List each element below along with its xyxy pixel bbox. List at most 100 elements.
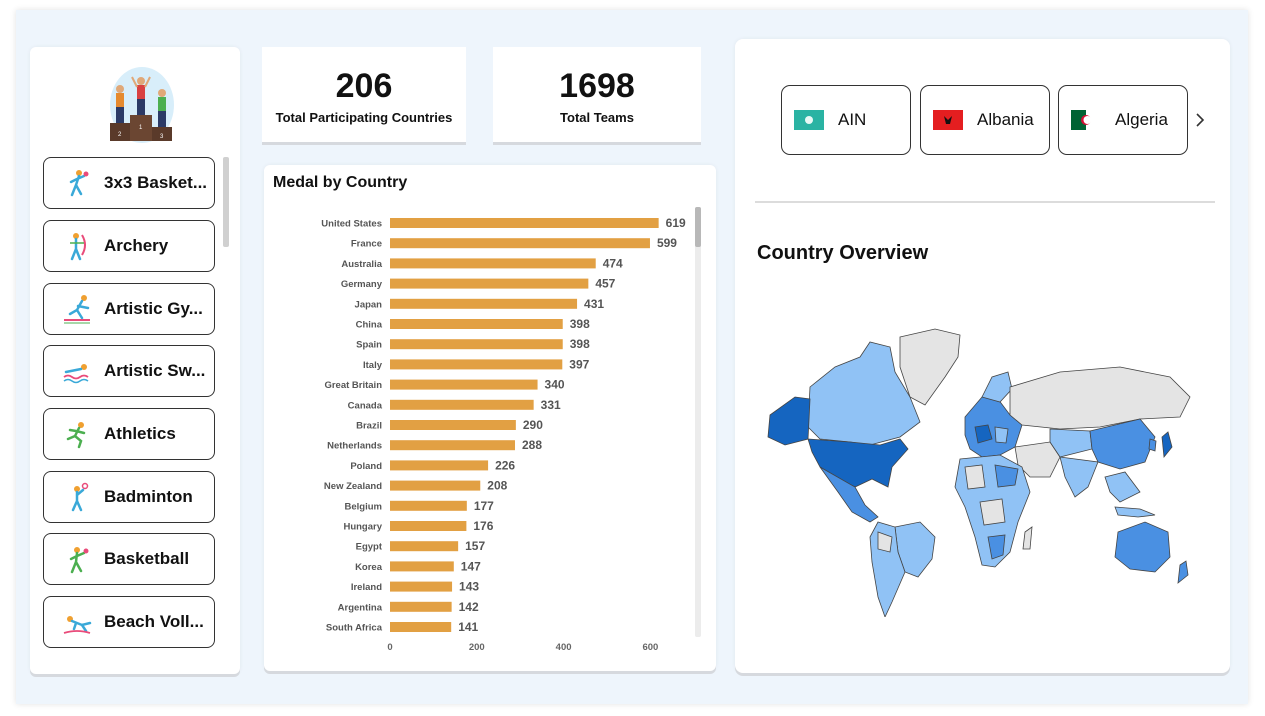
kpi-value: 206 [335, 67, 393, 105]
country-card-ain[interactable]: AIN [781, 85, 911, 155]
category-label: Poland [350, 461, 382, 472]
badminton-player-icon [71, 482, 89, 512]
value-label: 143 [459, 580, 479, 594]
value-label: 177 [474, 499, 494, 513]
country-name: AIN [838, 110, 867, 129]
category-label: Spain [356, 340, 382, 351]
category-label: Germany [341, 279, 383, 290]
country-overview-panel: AIN Albania Algeria Country Overview [735, 39, 1230, 673]
bar[interactable] [390, 480, 481, 491]
map-region-greenland [899, 328, 961, 406]
svg-text:2: 2 [118, 132, 122, 138]
svg-text:3: 3 [160, 134, 164, 140]
category-label: Australia [341, 259, 382, 270]
bar[interactable] [390, 561, 454, 572]
category-label: New Zealand [324, 481, 382, 492]
bar[interactable] [390, 581, 453, 592]
kpi-card-countries: 206 Total Participating Countries [262, 47, 466, 142]
sport-item-artistic-swimming[interactable]: Artistic Sw... [43, 345, 215, 397]
sport-item-badminton[interactable]: Badminton [43, 471, 215, 523]
map-region-canada [807, 341, 921, 446]
sport-item-beach-volleyball[interactable]: Beach Voll... [43, 596, 215, 648]
map-title: Country Overview [757, 242, 929, 264]
gymnast-icon [64, 295, 90, 324]
value-label: 290 [523, 418, 543, 432]
bar[interactable] [390, 622, 452, 632]
archer-icon [70, 233, 86, 261]
x-tick-label: 400 [556, 642, 572, 653]
bar[interactable] [390, 460, 489, 471]
runner-icon [66, 422, 86, 449]
map-region-mexico [819, 466, 879, 523]
value-label: 397 [569, 357, 589, 371]
sport-item-athletics[interactable]: Athletics [43, 408, 215, 460]
sport-label: Basketball [104, 549, 190, 568]
kpi-label: Total Participating Countries [275, 110, 453, 125]
category-label: South Africa [326, 623, 383, 634]
sport-item-archery[interactable]: Archery [43, 220, 215, 272]
value-label: 157 [465, 539, 485, 553]
bar[interactable] [390, 601, 452, 612]
medal-chart-panel: Medal by Country United States 619 France 5… [264, 165, 716, 671]
bar[interactable] [390, 258, 596, 269]
sport-label: Artistic Sw... [104, 361, 206, 380]
category-label: Great Britain [324, 380, 382, 391]
ain-flag-icon [794, 110, 824, 130]
bar[interactable] [390, 339, 563, 350]
medal-bar-chart: United States 619 France 599 Australia 474 Ger… [321, 216, 686, 653]
map-region-australia [1114, 521, 1171, 573]
bar[interactable] [390, 420, 516, 430]
sport-label: Archery [104, 236, 169, 255]
map-region-russia [1009, 366, 1191, 430]
bar[interactable] [390, 440, 515, 451]
country-name: Algeria [1115, 110, 1168, 129]
map-region-china [1089, 418, 1156, 470]
category-label: Ireland [351, 582, 382, 593]
sport-label: Beach Voll... [104, 612, 204, 631]
sport-list: 3x3 Basket... Archery Artistic Gy... Art… [43, 157, 219, 657]
category-label: Japan [355, 299, 383, 310]
chart-scroll-thumb[interactable] [695, 207, 701, 247]
algeria-flag-icon [1071, 110, 1101, 130]
value-label: 288 [522, 438, 542, 452]
value-label: 398 [570, 337, 590, 351]
bar[interactable] [390, 359, 563, 370]
bar[interactable] [390, 379, 538, 390]
chart-scroll-track[interactable] [695, 207, 701, 637]
sport-item-basketball[interactable]: Basketball [43, 533, 215, 585]
value-label: 457 [595, 277, 615, 291]
bar[interactable] [390, 298, 578, 309]
sport-slicer-panel: 2 1 3 3x3 Basket... Archery Artistic Gy.… [30, 47, 240, 674]
bar[interactable] [390, 238, 650, 249]
bar[interactable] [390, 319, 563, 329]
bar[interactable] [390, 399, 534, 410]
sport-item-3x3-basketball[interactable]: 3x3 Basket... [43, 157, 215, 209]
kpi-card-teams: 1698 Total Teams [493, 47, 701, 142]
albania-flag-icon [933, 110, 963, 130]
category-label: Egypt [356, 542, 383, 553]
sport-label: Athletics [104, 424, 176, 443]
sport-list-scrollbar[interactable] [223, 157, 229, 247]
value-label: 142 [459, 600, 479, 614]
world-map[interactable] [760, 327, 1200, 617]
chevron-right-icon[interactable] [1193, 111, 1207, 129]
basketball-player-icon [69, 547, 89, 574]
category-label: Belgium [345, 501, 382, 512]
country-card-algeria[interactable]: Algeria [1058, 85, 1188, 155]
sport-label: Badminton [104, 487, 193, 506]
category-label: China [356, 320, 383, 331]
dashboard-canvas: 2 1 3 3x3 Basket... Archery Artistic Gy.… [16, 10, 1248, 704]
category-label: Canada [348, 400, 383, 411]
bar[interactable] [390, 541, 459, 552]
sport-item-artistic-gymnastics[interactable]: Artistic Gy... [43, 283, 215, 335]
bar[interactable] [390, 278, 589, 289]
basketball-player-icon [69, 170, 89, 197]
x-tick-label: 0 [387, 642, 392, 653]
svg-text:1: 1 [139, 125, 143, 131]
value-label: 141 [458, 620, 478, 634]
country-card-albania[interactable]: Albania [920, 85, 1050, 155]
bar[interactable] [390, 218, 659, 228]
value-label: 340 [545, 378, 565, 392]
bar[interactable] [390, 521, 467, 531]
bar[interactable] [390, 500, 467, 511]
